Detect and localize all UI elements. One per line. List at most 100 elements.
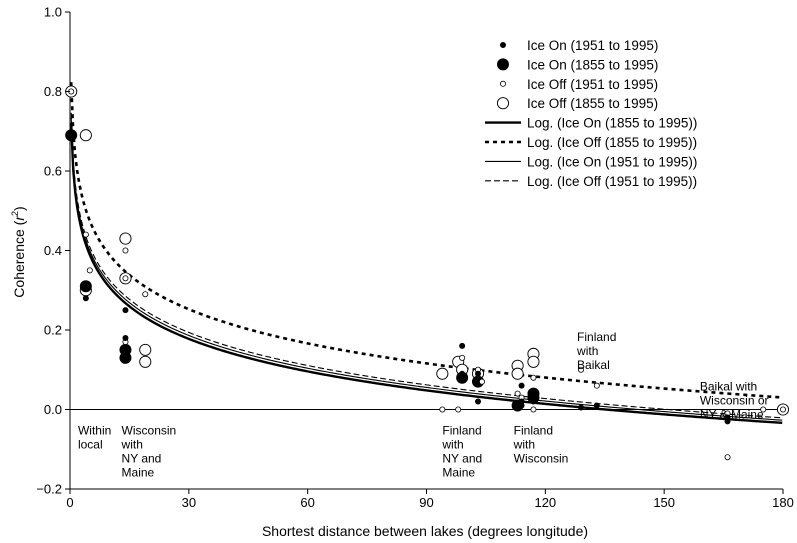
- data-point: [530, 374, 537, 381]
- annotation-label: NY & Maine: [700, 408, 764, 422]
- legend-marker: [499, 42, 506, 49]
- annotation-label: NY and: [442, 451, 482, 465]
- legend: Ice On (1951 to 1995) Ice On (1855 to 199…: [485, 38, 697, 189]
- legend-label: Ice On (1855 to 1995): [527, 57, 658, 72]
- y-tick-label: 0.0: [44, 402, 62, 417]
- y-axis-title-sup: 2: [10, 211, 20, 216]
- y-tick-label: 0.6: [44, 164, 62, 179]
- data-point: [780, 406, 787, 413]
- data-point: [530, 398, 537, 405]
- annotation-label: with: [513, 437, 535, 451]
- legend-label: Ice Off (1855 to 1995): [527, 96, 658, 111]
- annotation-label: Finland: [577, 330, 616, 344]
- annotation-label: local: [78, 437, 103, 451]
- y-axis-title-r: r: [11, 215, 27, 221]
- legend-label: Log. (Ice Off (1855 to 1995)): [527, 135, 697, 150]
- data-point: [122, 346, 129, 353]
- legend-label: Ice On (1951 to 1995): [527, 38, 658, 53]
- trendline: [70, 112, 783, 419]
- x-tick-label: 90: [419, 495, 433, 510]
- legend-marker: [499, 80, 506, 87]
- y-tick-label: 1.0: [44, 5, 62, 20]
- annotation-label: Wisconsin: [122, 423, 177, 437]
- x-axis-title: Shortest distance between lakes (degrees…: [262, 523, 588, 539]
- y-ticks: −0.2 0.0 0.2 0.4 0.6 0.8 1.0: [36, 5, 70, 497]
- data-point: [474, 398, 481, 405]
- data-point: [79, 129, 92, 142]
- data-point: [724, 418, 731, 425]
- data-point: [119, 232, 132, 245]
- legend-label: Log. (Ice On (1855 to 1995)): [527, 116, 697, 131]
- data-point: [82, 295, 89, 302]
- data-point: [139, 343, 152, 356]
- data-point: [86, 267, 93, 274]
- annotation-label: Baikal with: [700, 380, 757, 394]
- y-axis-title-main: Coherence (: [11, 220, 27, 297]
- data-point: [478, 378, 485, 385]
- data-point: [474, 370, 481, 377]
- data-point: [530, 390, 537, 397]
- annotation-label: Maine: [442, 465, 475, 479]
- data-point: [459, 370, 466, 377]
- x-tick-label: 150: [653, 495, 675, 510]
- data-point: [760, 406, 767, 413]
- data-point: [455, 406, 462, 413]
- annotation-label: with: [441, 437, 463, 451]
- annotation-label: Baikal: [577, 358, 610, 372]
- y-tick-label: 0.4: [44, 243, 62, 258]
- data-point: [139, 355, 152, 368]
- data-point: [439, 406, 446, 413]
- legend-label: Log. (Ice On (1951 to 1995)): [527, 154, 697, 169]
- x-ticks: 0 30 60 90 120 150 180: [66, 489, 794, 510]
- annotation-label: NY and: [122, 451, 162, 465]
- data-point: [514, 390, 521, 397]
- data-point: [577, 366, 584, 373]
- data-point: [122, 247, 129, 254]
- data-point: [593, 382, 600, 389]
- plot-frame: [69, 12, 783, 490]
- annotation-label: Wisconsin: [514, 451, 569, 465]
- data-point: [518, 402, 525, 409]
- data-point: [119, 351, 132, 364]
- x-tick-label: 180: [772, 495, 794, 510]
- trendline: [70, 117, 783, 421]
- data-point: [459, 342, 466, 349]
- trendline: [69, 122, 783, 425]
- data-point: [527, 355, 540, 368]
- data-point: [79, 280, 92, 293]
- y-tick-label: −0.2: [36, 482, 62, 497]
- data-point: [68, 132, 75, 139]
- annotation-label: Finland: [514, 423, 553, 437]
- data-point: [459, 354, 466, 361]
- legend-label: Ice Off (1951 to 1995): [527, 77, 658, 92]
- annotation-label: Maine: [122, 465, 155, 479]
- x-tick-label: 0: [66, 495, 73, 510]
- data-point: [593, 402, 600, 409]
- y-tick-label: 0.8: [44, 84, 62, 99]
- trendline: [69, 82, 783, 399]
- legend-label: Log. (Ice Off (1951 to 1995)): [527, 174, 697, 189]
- data-point: [518, 382, 525, 389]
- annotation-label: with: [121, 437, 143, 451]
- y-axis-title-end: ): [11, 206, 27, 211]
- data-point: [577, 404, 584, 411]
- annotation-label: with: [576, 344, 598, 358]
- data-point: [82, 231, 89, 238]
- data-point: [724, 454, 731, 461]
- data-point: [122, 334, 129, 341]
- data-point: [122, 307, 129, 314]
- y-axis-title: Coherence (r2): [10, 206, 27, 297]
- trendlines: [69, 82, 783, 425]
- annotation-label: Finland: [442, 423, 481, 437]
- annotation-label: Within: [78, 423, 111, 437]
- x-tick-label: 30: [182, 495, 196, 510]
- data-point: [530, 406, 537, 413]
- data-point: [142, 291, 149, 298]
- data-point: [511, 367, 524, 380]
- legend-marker: [496, 97, 510, 110]
- data-point: [436, 367, 449, 380]
- y-tick-label: 0.2: [44, 323, 62, 338]
- data-point: [122, 275, 129, 282]
